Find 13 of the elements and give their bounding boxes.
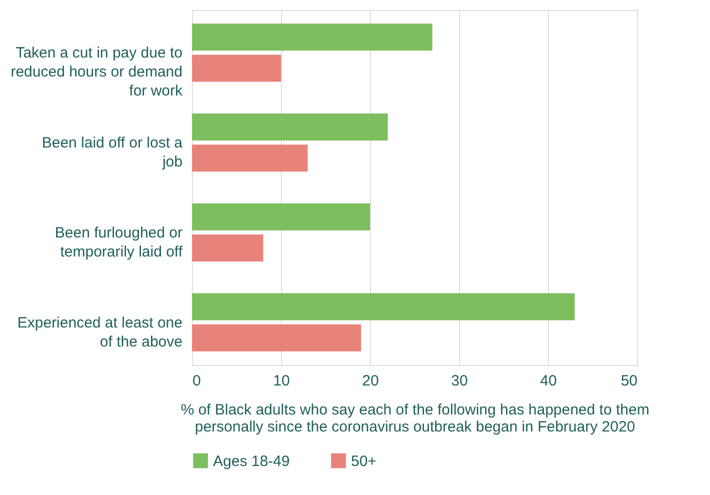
x-tick-label: 30 [451, 372, 468, 390]
legend-label: Ages 18-49 [213, 452, 290, 470]
y-tick-label: Experienced at least one of the above [17, 314, 182, 350]
x-tick-label: 10 [273, 372, 290, 390]
legend-label: 50+ [351, 452, 377, 470]
x-axis-title: % of Black adults who say each of the following has happened to them personally since the coronavirus outbreak began in February 2020 [180, 402, 650, 436]
y-tick-label: Taken a cut in pay due to reduced hours or demand for work [10, 44, 183, 100]
y-tick-label: Been laid off or lost a job [42, 134, 184, 171]
x-tick-label: 40 [540, 372, 557, 390]
x-tick-label: 50 [620, 372, 638, 390]
x-tick-label: 20 [362, 372, 379, 390]
x-tick-label: 0 [192, 372, 201, 390]
y-tick-label: Been furloughed or temporarily laid off [54, 224, 184, 260]
